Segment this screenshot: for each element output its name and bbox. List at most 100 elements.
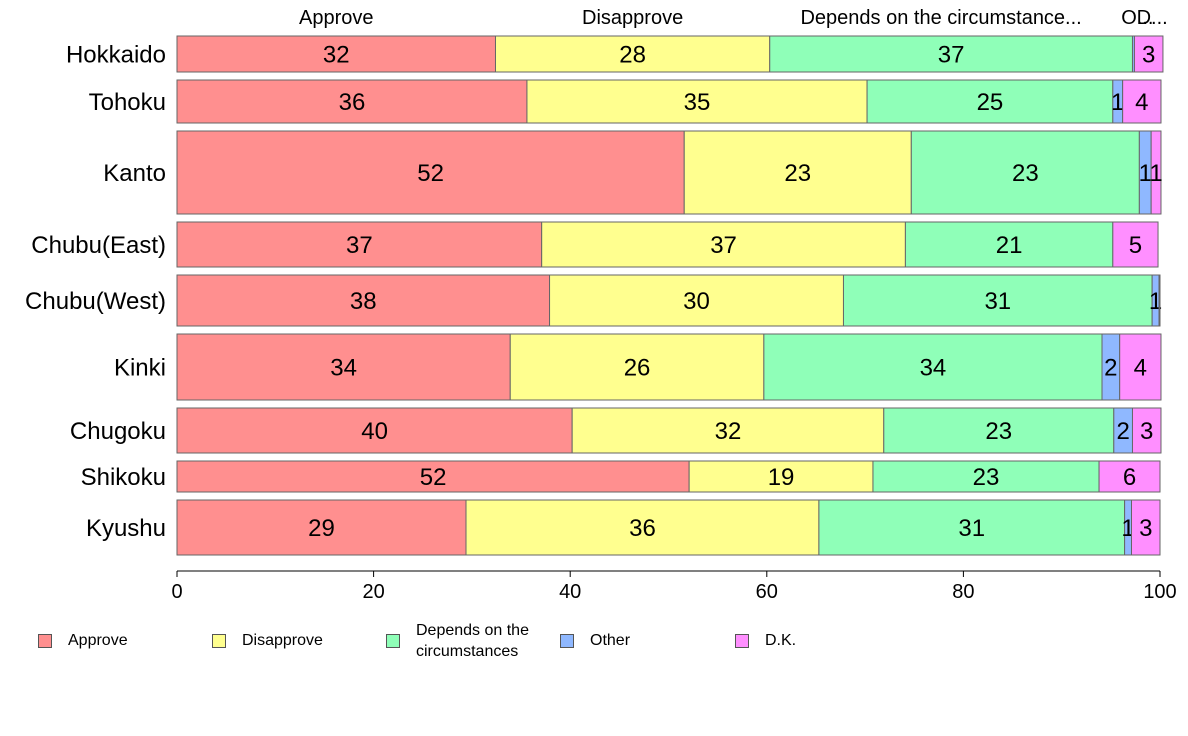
legend-swatch-other — [560, 633, 574, 648]
bar-segment — [1112, 221, 1159, 268]
bar-segment — [494, 35, 771, 73]
bar-segment — [509, 333, 765, 401]
legend-item-disapprove: Disapprove — [212, 630, 323, 651]
data-label: 3 — [1142, 42, 1155, 69]
x-tick-label: 60 — [756, 581, 778, 603]
data-label: 1 — [1111, 89, 1124, 116]
data-label: 23 — [985, 418, 1012, 445]
column-header-4: D... — [1137, 7, 1168, 29]
x-tick-label: 20 — [362, 581, 384, 603]
data-label: 37 — [346, 232, 373, 259]
data-label: 37 — [938, 42, 965, 69]
legend-item-depends: Depends on the circumstances — [386, 620, 556, 662]
bar-segment — [883, 407, 1115, 454]
bar-segment — [465, 499, 820, 556]
data-label: 6 — [1123, 464, 1136, 491]
bar-segment — [176, 130, 685, 215]
column-header-3: O... — [1121, 7, 1153, 29]
data-label: 3 — [1140, 418, 1153, 445]
data-label: 28 — [619, 42, 646, 69]
category-label: Hokkaido — [66, 42, 166, 69]
data-label: 23 — [973, 464, 1000, 491]
data-label: 36 — [339, 89, 366, 116]
data-label: 1 — [1149, 160, 1162, 187]
data-label: 2 — [1104, 355, 1117, 382]
bar-segment — [176, 35, 496, 73]
data-label: 21 — [996, 232, 1023, 259]
bar-segment — [1150, 130, 1162, 215]
data-label: 35 — [684, 89, 711, 116]
legend-item-approve: Approve — [38, 630, 128, 651]
bar-segment — [176, 79, 528, 124]
x-tick-label: 100 — [1143, 581, 1176, 603]
bar-segment — [910, 130, 1140, 215]
bar-segment — [176, 333, 511, 401]
data-label: 23 — [1012, 160, 1039, 187]
bar-segment — [872, 460, 1100, 493]
bar-segment — [1158, 274, 1161, 327]
bar-segment — [526, 79, 868, 124]
data-label: 2 — [1116, 418, 1129, 445]
legend-label-approve: Approve — [68, 632, 128, 649]
category-label: Shikoku — [81, 464, 166, 491]
legend-label-depends: Depends on the circumstances — [416, 622, 529, 660]
data-label: 4 — [1135, 89, 1148, 116]
data-label: 5 — [1129, 232, 1142, 259]
data-label: 32 — [715, 418, 742, 445]
bar-segment — [763, 333, 1103, 401]
data-label: 29 — [308, 515, 335, 542]
data-label: 36 — [629, 515, 656, 542]
bar-segment — [769, 35, 1133, 73]
legend-item-dk: D.K. — [735, 630, 796, 651]
data-label: 30 — [683, 288, 710, 315]
data-label: 26 — [624, 355, 651, 382]
bar-segment — [1133, 35, 1164, 73]
legend-swatch-disapprove — [212, 633, 226, 648]
bar-segment — [541, 221, 906, 268]
data-label: 31 — [958, 515, 985, 542]
legend-swatch-dk — [735, 633, 749, 648]
data-label: 23 — [784, 160, 811, 187]
bar-segment — [176, 460, 690, 493]
bar-segment — [571, 407, 885, 454]
category-label: Chugoku — [70, 418, 166, 445]
bar-segment — [1122, 79, 1162, 124]
bar-segment — [1130, 499, 1161, 556]
legend-label-dk: D.K. — [765, 632, 797, 649]
data-label: 38 — [350, 288, 377, 315]
data-label: 52 — [417, 160, 444, 187]
bar-segment — [1098, 460, 1161, 493]
data-label: 19 — [768, 464, 795, 491]
bar-segment — [176, 221, 543, 268]
data-label: 40 — [361, 418, 388, 445]
data-label: 52 — [420, 464, 447, 491]
data-label: 32 — [323, 42, 350, 69]
category-label: Kinki — [114, 355, 166, 382]
bar-segment — [818, 499, 1126, 556]
bar-segment — [688, 460, 874, 493]
bar-segment — [549, 274, 844, 327]
x-tick-label: 80 — [952, 581, 974, 603]
data-label: 4 — [1134, 355, 1147, 382]
data-label: 34 — [330, 355, 357, 382]
category-label: Tohoku — [89, 89, 166, 116]
data-label: 31 — [984, 288, 1011, 315]
bar-segment — [176, 407, 573, 454]
column-header-2: Depends on the circumstance... — [800, 7, 1081, 29]
data-label: 37 — [710, 232, 737, 259]
bar-segment — [842, 274, 1153, 327]
column-header-1: Disapprove — [582, 7, 683, 29]
bar-segment — [904, 221, 1114, 268]
bar-segment — [683, 130, 912, 215]
column-header-0: Approve — [299, 7, 374, 29]
legend-swatch-depends — [386, 634, 400, 648]
data-label: 3 — [1139, 515, 1152, 542]
legend: Approve Disapprove Depends on the circum… — [38, 620, 1158, 670]
bar-segment — [1131, 407, 1162, 454]
category-label: Chubu(East) — [31, 232, 166, 259]
data-label: 25 — [977, 89, 1004, 116]
legend-label-other: Other — [590, 632, 631, 649]
x-tick-label: 40 — [559, 581, 581, 603]
bar-segment — [176, 499, 467, 556]
